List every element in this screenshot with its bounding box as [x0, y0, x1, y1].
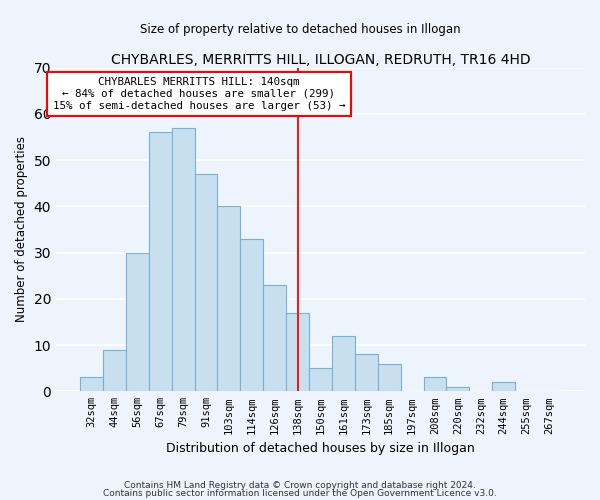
Y-axis label: Number of detached properties: Number of detached properties [15, 136, 28, 322]
Bar [241, 238, 263, 392]
Text: Contains public sector information licensed under the Open Government Licence v3: Contains public sector information licen… [103, 489, 497, 498]
Bar [80, 378, 103, 392]
Bar [172, 128, 194, 392]
Bar [309, 368, 332, 392]
Bar [126, 252, 149, 392]
Bar [149, 132, 172, 392]
Bar [194, 174, 217, 392]
Text: CHYBARLES MERRITTS HILL: 140sqm
← 84% of detached houses are smaller (299)
15% o: CHYBARLES MERRITTS HILL: 140sqm ← 84% of… [53, 78, 345, 110]
Bar [446, 386, 469, 392]
Bar [355, 354, 378, 392]
Bar [492, 382, 515, 392]
Bar [217, 206, 241, 392]
Bar [263, 285, 286, 392]
Bar [332, 336, 355, 392]
Bar [424, 378, 446, 392]
Title: CHYBARLES, MERRITTS HILL, ILLOGAN, REDRUTH, TR16 4HD: CHYBARLES, MERRITTS HILL, ILLOGAN, REDRU… [111, 52, 530, 66]
Text: Size of property relative to detached houses in Illogan: Size of property relative to detached ho… [140, 22, 460, 36]
Text: Contains HM Land Registry data © Crown copyright and database right 2024.: Contains HM Land Registry data © Crown c… [124, 480, 476, 490]
X-axis label: Distribution of detached houses by size in Illogan: Distribution of detached houses by size … [166, 442, 475, 455]
Bar [378, 364, 401, 392]
Bar [286, 312, 309, 392]
Bar [103, 350, 126, 392]
